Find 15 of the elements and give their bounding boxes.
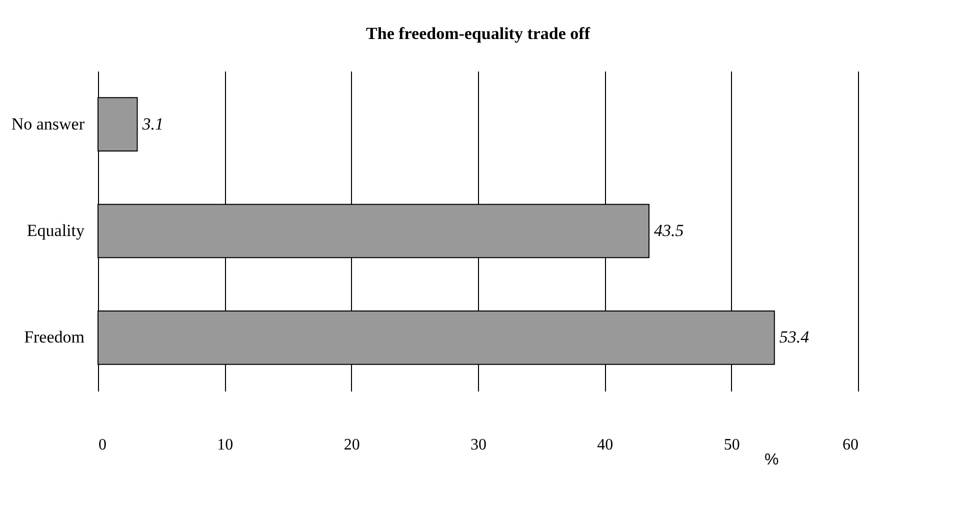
data-label: 43.5 bbox=[654, 221, 684, 240]
x-tick-label: 10 bbox=[217, 436, 234, 454]
data-label: 3.1 bbox=[141, 114, 164, 134]
x-tick-label: 30 bbox=[470, 436, 486, 454]
y-tick-label: Equality bbox=[26, 221, 85, 240]
x-tick-label: 0 bbox=[98, 436, 106, 454]
data-label: 53.4 bbox=[779, 328, 810, 347]
x-tick-label: 40 bbox=[597, 436, 614, 454]
y-tick-label: No answer bbox=[11, 114, 85, 134]
x-axis-title: % bbox=[764, 452, 779, 468]
x-tick-label: 60 bbox=[842, 436, 858, 454]
x-tick-label: 50 bbox=[724, 436, 740, 454]
y-tick-label: Freedom bbox=[24, 328, 84, 347]
x-tick-label: 20 bbox=[344, 436, 360, 454]
chart-title: The freedom-equality trade off bbox=[366, 24, 590, 43]
